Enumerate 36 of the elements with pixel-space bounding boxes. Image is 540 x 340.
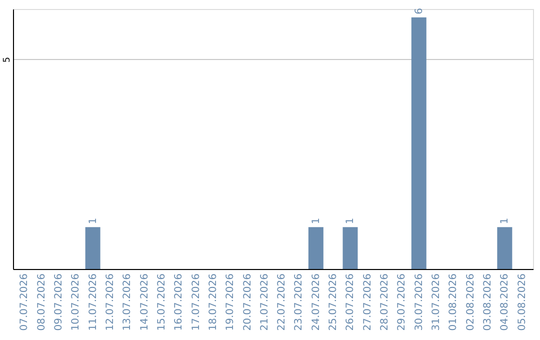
x-tick-label: 01.08.2026	[448, 274, 460, 331]
x-tick-label: 19.07.2026	[225, 274, 236, 331]
x-tick-label: 31.07.2026	[431, 274, 442, 331]
x-tick-label: 10.07.2026	[70, 274, 82, 331]
x-tick-label: 21.07.2026	[259, 274, 270, 331]
x-tick-label: 28.07.2026	[380, 274, 391, 331]
x-tick-label: 25.07.2026	[328, 274, 340, 331]
x-tick-label: 30.07.2026	[414, 274, 425, 331]
x-tick-label: 17.07.2026	[190, 274, 202, 331]
x-tick-label: 12.07.2026	[104, 274, 116, 331]
x-tick-label: 22.07.2026	[276, 274, 288, 331]
data-label: 1	[88, 218, 99, 224]
x-tick-label: 11.07.2026	[88, 274, 99, 331]
x-tick-label: 09.07.2026	[53, 274, 64, 331]
x-tick-label: 20.07.2026	[242, 274, 254, 331]
x-tick-label: 27.07.2026	[362, 274, 374, 331]
x-tick-label: 04.08.2026	[500, 274, 511, 331]
data-label: 1	[500, 218, 511, 224]
x-tick-label: 15.07.2026	[156, 274, 168, 331]
x-tick-label: 26.07.2026	[345, 274, 356, 331]
x-tick-label: 14.07.2026	[139, 274, 150, 331]
data-label: 1	[345, 218, 356, 224]
x-tick-label: 03.08.2026	[482, 274, 494, 331]
data-label: 1	[310, 218, 322, 224]
x-tick-label: 08.07.2026	[36, 274, 48, 331]
x-tick-label: 05.08.2026	[516, 274, 528, 331]
x-tick-label: 16.07.2026	[174, 274, 185, 331]
x-tick-label: 07.07.2026	[19, 274, 30, 331]
x-tick-label: 23.07.2026	[294, 274, 305, 331]
x-tick-label: 18.07.2026	[208, 274, 219, 331]
x-tick-label: 29.07.2026	[396, 274, 408, 331]
x-tick-label: 24.07.2026	[310, 274, 322, 331]
data-label: 6	[414, 8, 425, 14]
y-tick-label: 5	[2, 56, 12, 63]
x-tick-label: 02.08.2026	[465, 274, 476, 331]
x-tick-label: 13.07.2026	[122, 274, 134, 331]
